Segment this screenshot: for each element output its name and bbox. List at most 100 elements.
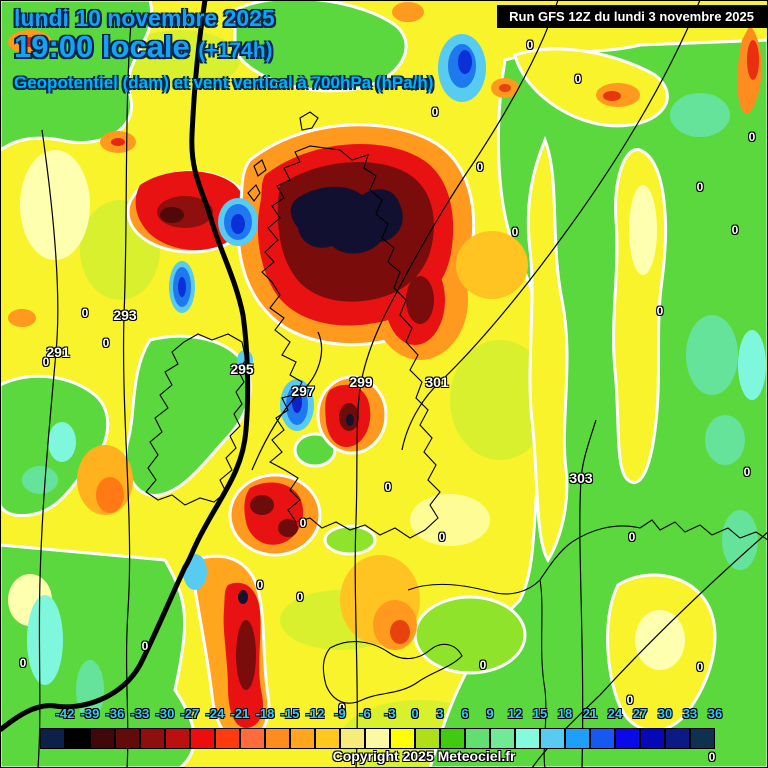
legend-swatch (690, 728, 715, 749)
continental-coast (407, 519, 768, 595)
zero-contour-label: 0 (102, 336, 110, 350)
legend-swatch (290, 728, 315, 749)
great-britain-coast (261, 145, 441, 539)
map-header: lundi 10 novembre 2025 19:00 locale (+17… (14, 6, 433, 92)
legend-swatch (165, 728, 190, 749)
yellow-bands (513, 47, 717, 732)
geopotential-contours (37, 0, 768, 768)
legend-swatch (640, 728, 665, 749)
legend-value: 18 (557, 706, 573, 721)
legend-swatch (190, 728, 215, 749)
legend-value: 15 (532, 706, 548, 721)
contour-293 (122, 9, 133, 768)
date-line: lundi 10 novembre 2025 (14, 5, 275, 31)
contour-303 (579, 419, 597, 768)
legend-value: 24 (607, 706, 623, 721)
color-scale-legend: -42 -39 -36 -33 -30 -27 -24 -21 -18 -15 -12 -9 -6 -3 0… (40, 706, 723, 750)
legend-swatch (590, 728, 615, 749)
zero-contour-label: 0 (299, 516, 307, 530)
geopotential-contour-label: 299 (349, 374, 373, 390)
legend-value: 0 (411, 706, 419, 721)
zero-contour-label: 0 (19, 656, 27, 670)
legend-swatch (465, 728, 490, 749)
legend-swatch (515, 728, 540, 749)
legend-value: 3 (436, 706, 444, 721)
geopotential-contour-label: 293 (113, 307, 137, 323)
zero-contour-label: 0 (232, 41, 240, 55)
geopotential-contour-label: 301 (425, 374, 449, 390)
forecast-offset: (+174h) (198, 39, 273, 63)
legend-value: -9 (334, 706, 346, 721)
legend-value: -33 (130, 706, 150, 721)
vertical-velocity-negative (8, 2, 762, 744)
legend-value: -3 (384, 706, 396, 721)
legend-value: -27 (180, 706, 200, 721)
zero-contour-label: 0 (748, 130, 756, 144)
legend-value: -21 (230, 706, 250, 721)
legend-swatch (265, 728, 290, 749)
zero-contour-label: 0 (656, 304, 664, 318)
legend-value: -24 (205, 706, 225, 721)
ireland-coast (145, 333, 247, 506)
time-line: 19:00 locale (+174h) (14, 29, 433, 65)
legend-value: -30 (155, 706, 175, 721)
legend-value: 36 (707, 706, 723, 721)
zero-contour-label: 0 (574, 72, 582, 86)
zero-contour-label: 0 (696, 180, 704, 194)
zero-contour-label: 0 (384, 480, 392, 494)
legend-value: 21 (582, 706, 598, 721)
legend-swatch (540, 728, 565, 749)
zero-contour-label: 0 (731, 223, 739, 237)
zero-contour-label: 0 (431, 105, 439, 119)
legend-value: 6 (461, 706, 469, 721)
zero-contour-label: 0 (296, 590, 304, 604)
contour-299 (354, 0, 559, 768)
legend-swatch (415, 728, 440, 749)
zero-contour-label: 0 (42, 355, 50, 369)
contour-291 (37, 129, 59, 768)
coastlines (145, 111, 768, 768)
zero-contour-label: 0 (81, 306, 89, 320)
zero-contour-label: 0 (141, 639, 149, 653)
legend-swatch (490, 728, 515, 749)
legend-value: -18 (255, 706, 275, 721)
legend-value: -15 (280, 706, 300, 721)
geopotential-contour-label: 303 (569, 470, 593, 486)
legend-swatch (390, 728, 415, 749)
brittany-coast (322, 641, 463, 704)
geopotential-contour-label: 291 (46, 344, 70, 360)
zero-contour-label: 0 (696, 660, 704, 674)
legend-swatch (340, 728, 365, 749)
legend-swatch (115, 728, 140, 749)
legend-swatch (615, 728, 640, 749)
legend-value: 27 (632, 706, 648, 721)
copyright-text: Copyright 2025 Meteociel.fr (332, 748, 516, 764)
zero-contour-label: 0 (338, 701, 346, 715)
legend-swatch (215, 728, 240, 749)
pale-yellow-cores (8, 150, 685, 670)
legend-value: 30 (657, 706, 673, 721)
legend-value: -42 (55, 706, 75, 721)
hebrides-islands (247, 111, 319, 202)
legend-swatch (40, 728, 65, 749)
contour-297 (251, 331, 323, 471)
local-time: 19:00 locale (14, 29, 190, 65)
geopotential-contour-label: 295 (230, 361, 254, 377)
legend-value: -6 (359, 706, 371, 721)
zero-contour-label: 0 (511, 225, 519, 239)
legend-swatch (90, 728, 115, 749)
legend-value: -39 (80, 706, 100, 721)
legend-swatch (365, 728, 390, 749)
zero-contour-label: 0 (476, 160, 484, 174)
zero-contour-label: 0 (479, 658, 487, 672)
legend-swatch (240, 728, 265, 749)
zero-contour-label: 0 (438, 530, 446, 544)
zero-contour-label: 0 (626, 693, 634, 707)
legend-value: 12 (507, 706, 523, 721)
map-subtitle: Geopotentiel (dam) et vent vertical à 70… (14, 72, 434, 92)
run-info-box: Run GFS 12Z du lundi 3 novembre 2025 (497, 5, 768, 28)
cool-patches (22, 93, 766, 720)
legend-swatch (140, 728, 165, 749)
legend-swatch (565, 728, 590, 749)
